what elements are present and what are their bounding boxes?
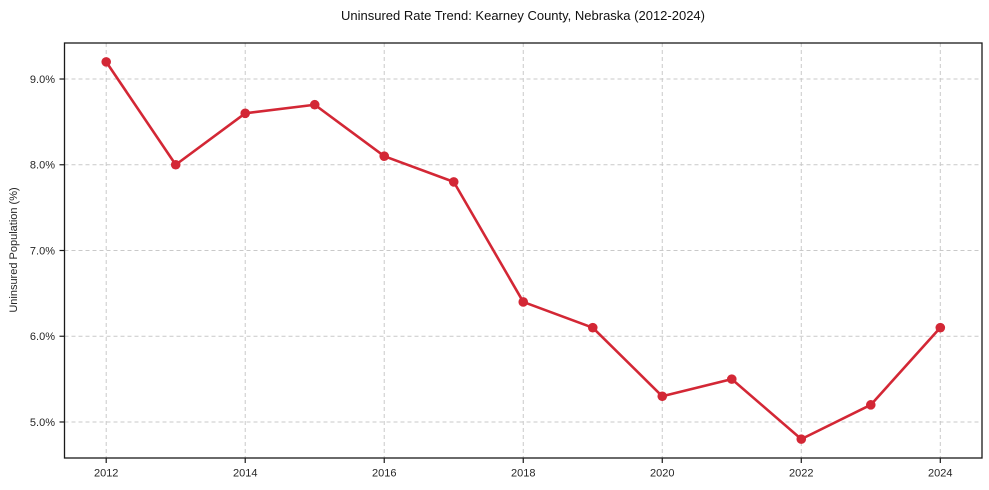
data-point-2014	[240, 108, 251, 119]
chart-title: Uninsured Rate Trend: Kearney County, Ne…	[341, 8, 705, 23]
x-tick-label: 2018	[511, 468, 535, 480]
data-point-2021	[726, 374, 737, 384]
data-point-2012	[101, 57, 112, 67]
y-tick-label: 9.0%	[30, 74, 55, 86]
y-tick-label: 6.0%	[30, 331, 55, 343]
data-point-2023	[865, 400, 876, 410]
data-point-2015	[309, 99, 320, 110]
data-point-2016	[379, 151, 390, 161]
y-tick-label: 5.0%	[30, 417, 55, 429]
data-point-2022	[796, 434, 807, 444]
x-tick-label: 2016	[372, 468, 396, 480]
data-point-2017	[448, 177, 459, 187]
x-tick-label: 2012	[94, 468, 118, 480]
data-point-2018	[518, 297, 529, 307]
data-point-2013	[170, 159, 181, 170]
x-tick-label: 2020	[650, 468, 674, 480]
y-tick-label: 8.0%	[30, 160, 55, 172]
data-point-2024	[935, 322, 946, 333]
data-point-2020	[657, 391, 668, 402]
x-tick-label: 2022	[789, 468, 813, 480]
data-point-2019	[587, 322, 598, 333]
y-tick-label: 7.0%	[30, 245, 55, 257]
x-tick-label: 2014	[233, 468, 257, 480]
x-tick-label: 2024	[928, 468, 952, 480]
